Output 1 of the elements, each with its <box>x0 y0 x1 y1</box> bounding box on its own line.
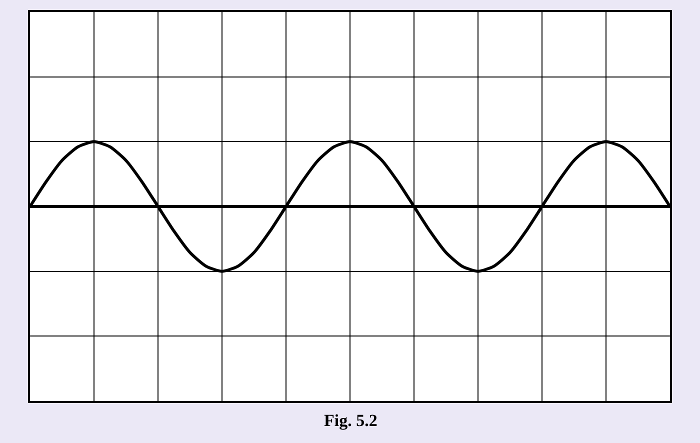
caption: Fig. 5.2 <box>324 411 378 430</box>
